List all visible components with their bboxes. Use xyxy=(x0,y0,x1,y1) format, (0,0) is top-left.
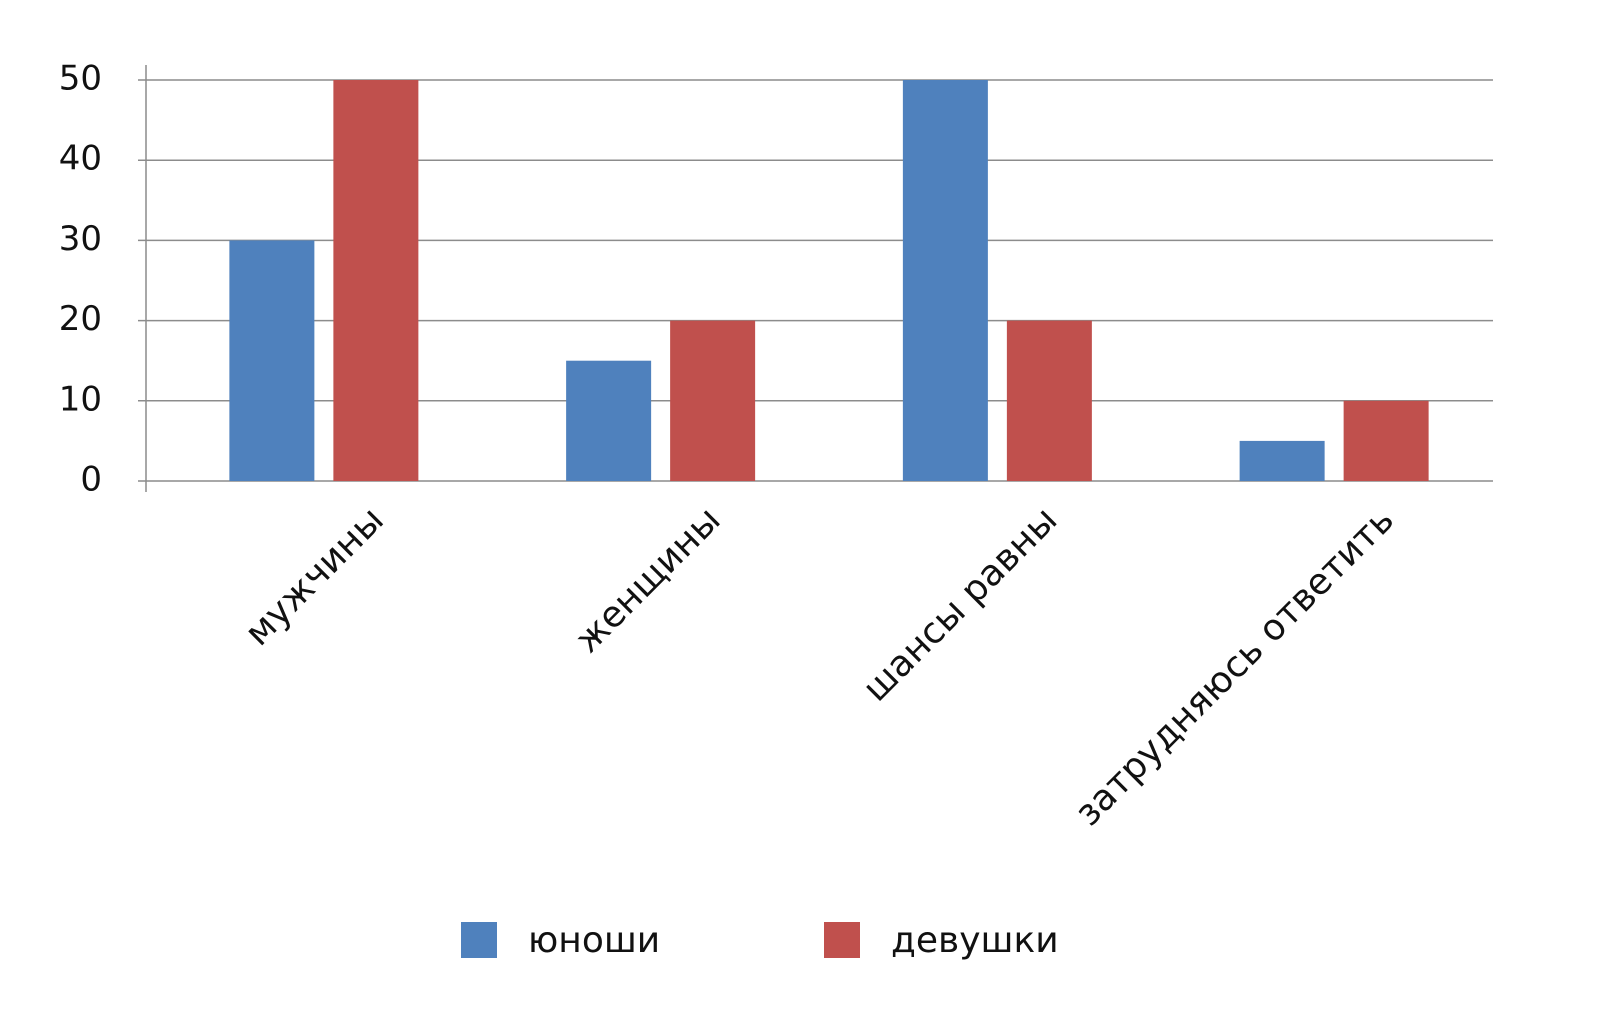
legend-label: юноши xyxy=(528,920,660,961)
bar xyxy=(1343,400,1429,481)
legend-label: девушки xyxy=(891,920,1059,961)
bar xyxy=(333,80,419,481)
bar xyxy=(229,240,315,481)
x-tick-label: шансы равны xyxy=(855,499,1065,709)
x-tick-label: женщины xyxy=(567,499,728,660)
y-tick-label: 0 xyxy=(80,460,102,500)
legend-swatch xyxy=(461,922,497,958)
y-tick-label: 50 xyxy=(59,59,102,99)
x-tick-label: мужчины xyxy=(237,499,392,654)
y-tick-label: 10 xyxy=(59,379,102,419)
x-tick-label: затрудняюсь ответить xyxy=(1068,499,1403,834)
bar xyxy=(670,320,756,481)
bar xyxy=(1239,440,1325,481)
legend-swatch xyxy=(824,922,860,958)
bar xyxy=(1006,320,1092,481)
y-tick-label: 30 xyxy=(59,219,102,259)
bar xyxy=(566,360,652,481)
bar xyxy=(902,80,988,481)
y-tick-label: 20 xyxy=(59,299,102,339)
y-tick-label: 40 xyxy=(59,139,102,179)
